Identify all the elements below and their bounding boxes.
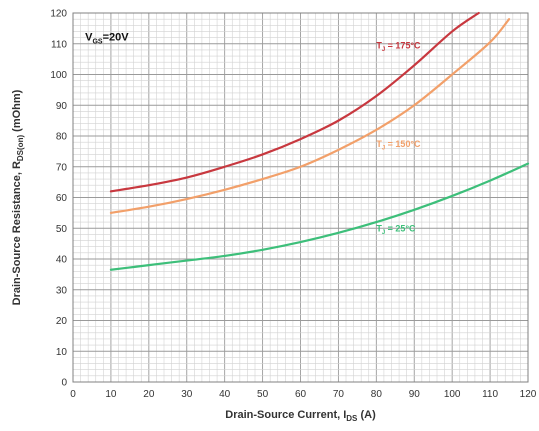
labels: VGS=20V TJ = 175°C TJ = 150°C TJ = 25°C: [85, 32, 421, 236]
y-tick-label: 120: [50, 9, 67, 20]
y-tick-label: 80: [56, 132, 68, 143]
x-axis-title: Drain-Source Current, IDS (A): [225, 409, 376, 423]
y-tick-label: 70: [56, 162, 68, 173]
x-tick-label: 90: [409, 389, 421, 400]
plot-frame: [72, 12, 529, 383]
y-tick-label: 20: [56, 316, 68, 327]
series-label-1: TJ = 150°C: [376, 139, 421, 152]
x-tick-label: 50: [257, 389, 269, 400]
x-tick-label: 100: [444, 389, 461, 400]
series-label-0: TJ = 175°C: [376, 40, 421, 53]
y-tick-label: 50: [56, 224, 68, 235]
y-axis-title: Drain-Source Resistance, RDS(on) (mOhm): [11, 89, 25, 305]
y-tick-label: 90: [56, 101, 68, 112]
y-tick-label: 10: [56, 347, 68, 358]
y-tick-label: 60: [56, 193, 68, 204]
series-label-2: TJ = 25°C: [376, 223, 416, 236]
x-tick-label: 30: [181, 389, 193, 400]
series-line-2: [109, 162, 530, 271]
x-tick-label: 20: [143, 389, 155, 400]
x-tick-label: 40: [219, 389, 231, 400]
x-tick-label: 60: [295, 389, 307, 400]
y-tick-label: 0: [61, 378, 67, 389]
x-tick-label: 80: [371, 389, 383, 400]
y-tick-label: 40: [56, 255, 68, 266]
axes: 0 10 20 30 40 50 60 70 80 90 100 110 120 0 10 20 30 40 50 6…: [11, 9, 537, 424]
x-tick-label: 10: [105, 389, 117, 400]
series-line-0: [109, 11, 480, 193]
x-tick-label: 120: [520, 389, 537, 400]
series-lines: [109, 11, 530, 271]
x-tick-label: 110: [482, 389, 498, 400]
x-tick-label: 0: [70, 389, 76, 400]
y-tick-label: 30: [56, 285, 68, 296]
y-tick-label: 110: [51, 39, 67, 50]
vgs-annotation: VGS=20V: [85, 32, 129, 46]
x-tick-label: 70: [333, 389, 345, 400]
y-tick-label: 100: [50, 70, 67, 81]
series-line-1: [109, 18, 511, 214]
